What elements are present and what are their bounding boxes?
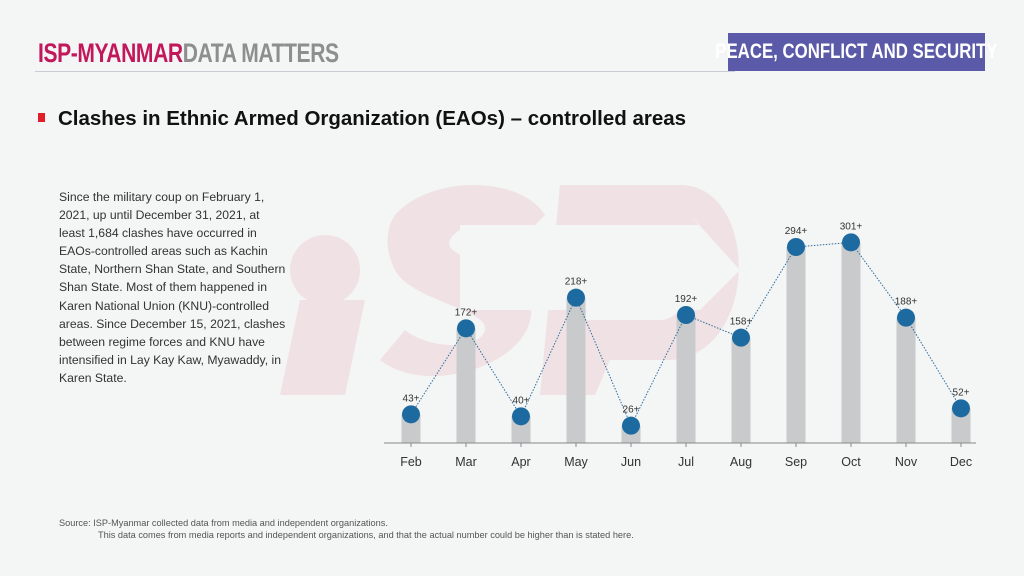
data-label: 294+ — [785, 226, 808, 237]
data-label: 40+ — [513, 395, 530, 406]
header-divider — [35, 71, 735, 72]
data-label: 26+ — [623, 405, 640, 416]
bar-may — [566, 297, 586, 443]
watermark-arrow — [460, 215, 740, 320]
x-tick-label: Mar — [455, 455, 477, 469]
source-line-2: This data comes from media reports and i… — [98, 530, 634, 540]
x-tick-label: Dec — [950, 455, 972, 469]
x-tick-label: Jul — [678, 455, 694, 469]
data-point-nov — [897, 308, 915, 327]
watermark-i-stem — [280, 300, 365, 395]
data-point-feb — [402, 405, 420, 424]
bar-aug — [731, 337, 751, 443]
bar-nov — [896, 317, 916, 443]
data-label: 192+ — [675, 294, 698, 305]
data-label: 52+ — [953, 387, 970, 398]
trend-line — [410, 241, 962, 427]
brand-logo: ISP-MYANMARDATA MATTERS — [38, 38, 339, 69]
data-label: 301+ — [840, 221, 863, 232]
x-tick-label: May — [564, 455, 588, 469]
data-label: 158+ — [730, 317, 753, 328]
data-point-may — [567, 288, 585, 307]
category-label: PEACE, CONFLICT AND SECURITY — [715, 40, 998, 63]
description-text: Since the military coup on February 1, 2… — [59, 190, 286, 385]
category-badge: PEACE, CONFLICT AND SECURITY — [715, 33, 998, 71]
x-tick-label: Jun — [621, 455, 641, 469]
x-tick-label: Nov — [895, 455, 918, 469]
data-point-sep — [787, 238, 805, 256]
source-note: Source: ISP-Myanmar collected data from … — [59, 517, 634, 541]
x-tick-label: Sep — [785, 455, 807, 469]
data-label: 218+ — [565, 277, 588, 288]
bar-oct — [841, 242, 861, 443]
data-label: 172+ — [455, 307, 478, 318]
x-tick-label: Aug — [730, 455, 752, 469]
page-title: Clashes in Ethnic Armed Organization (EA… — [58, 107, 687, 130]
bar-sep — [786, 247, 806, 443]
data-label: 43+ — [403, 393, 420, 404]
data-point-mar — [457, 319, 475, 338]
source-line-1: Source: ISP-Myanmar collected data from … — [59, 518, 388, 528]
data-point-aug — [732, 328, 750, 347]
data-point-oct — [842, 233, 860, 252]
x-tick-label: Oct — [841, 455, 861, 469]
brand-primary: ISP-MYANMAR — [38, 38, 183, 68]
watermark-i-dot — [290, 235, 361, 305]
data-point-apr — [512, 407, 530, 426]
data-point-dec — [952, 399, 970, 418]
title-row: Clashes in Ethnic Armed Organization (EA… — [38, 107, 686, 131]
data-label: 188+ — [895, 297, 918, 308]
watermark-logo — [280, 185, 740, 395]
bullet-icon — [38, 112, 45, 122]
bar-dec — [951, 408, 971, 443]
bar-jul — [676, 315, 696, 443]
x-tick-label: Feb — [400, 455, 422, 469]
data-point-jun — [622, 416, 640, 435]
bar-mar — [456, 328, 476, 443]
x-tick-label: Apr — [511, 455, 530, 469]
brand-secondary: DATA MATTERS — [182, 38, 339, 68]
data-point-jul — [677, 306, 695, 324]
